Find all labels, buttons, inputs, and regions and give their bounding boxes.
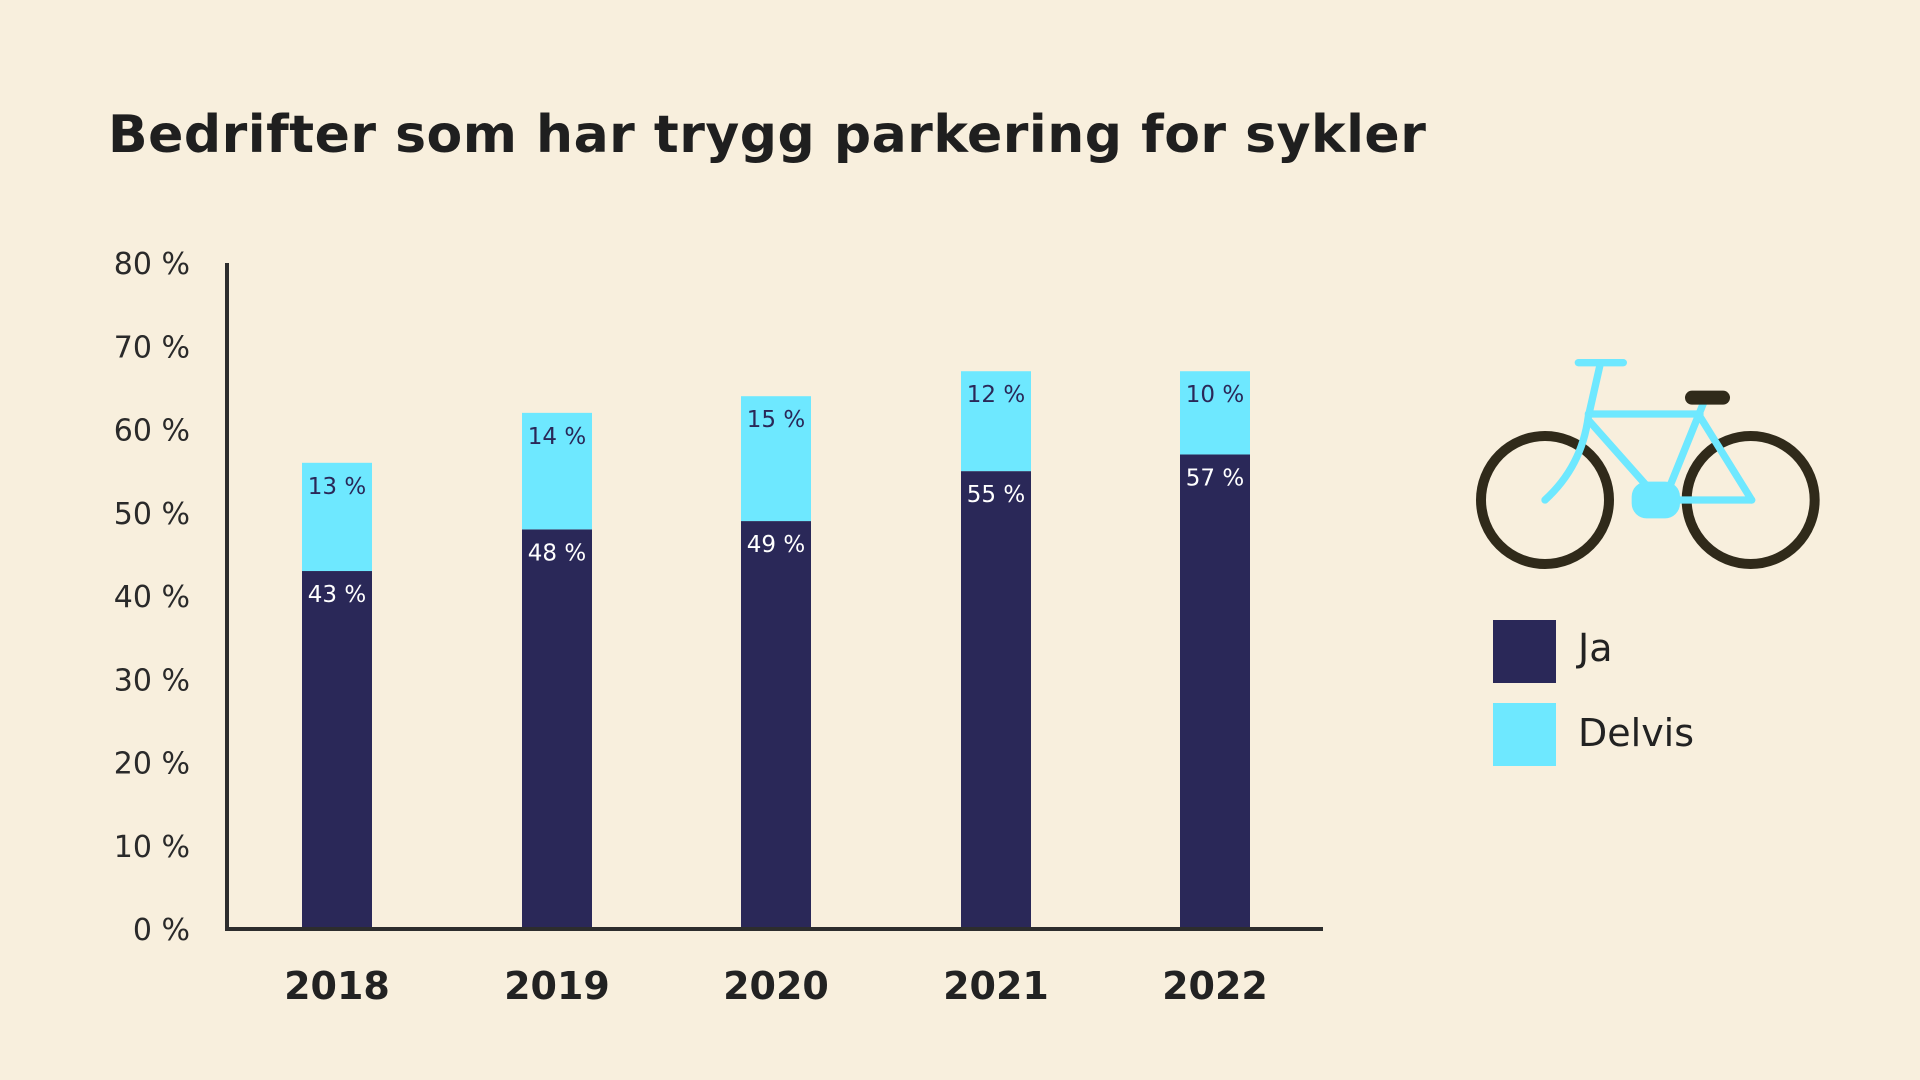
- x-tick-label: 2019: [504, 964, 610, 1008]
- bar-ja-2019: [522, 529, 592, 929]
- bar-delvis-2019: [522, 412, 592, 530]
- legend-label-ja: Ja: [1578, 626, 1613, 670]
- bar-delvis-2021: [961, 371, 1031, 472]
- bar-delvis-2020: [741, 396, 811, 522]
- data-label: 15 %: [747, 407, 805, 433]
- y-tick-label: 60 %: [114, 414, 190, 449]
- y-tick-label: 50 %: [114, 497, 190, 532]
- data-label: 10 %: [1186, 382, 1244, 408]
- x-tick-label: 2022: [1162, 964, 1268, 1008]
- x-tick-label: 2021: [943, 964, 1049, 1008]
- x-tick-label: 2020: [723, 964, 829, 1008]
- data-label: 48 %: [528, 540, 586, 566]
- y-tick-label: 40 %: [114, 580, 190, 615]
- bar-delvis-2018: [302, 462, 372, 572]
- y-tick-label: 80 %: [114, 247, 190, 282]
- data-label: 49 %: [747, 532, 805, 558]
- bar-ja-2018: [302, 571, 372, 929]
- data-label: 13 %: [308, 474, 366, 500]
- legend-label-delvis: Delvis: [1578, 711, 1695, 755]
- y-tick-label: 10 %: [114, 830, 190, 865]
- y-tick-label: 30 %: [114, 663, 190, 698]
- data-label: 57 %: [1186, 465, 1244, 491]
- bar-ja-2020: [741, 521, 811, 929]
- legend-swatch-ja: [1493, 620, 1556, 683]
- bar-delvis-2022: [1180, 371, 1250, 455]
- bar-ja-2021: [961, 471, 1031, 929]
- y-tick-label: 70 %: [114, 330, 190, 365]
- y-tick-label: 20 %: [114, 747, 190, 782]
- data-label: 43 %: [308, 582, 366, 608]
- chart-title: Bedrifter som har trygg parkering for sy…: [108, 105, 1427, 165]
- data-label: 12 %: [967, 382, 1025, 408]
- data-label: 55 %: [967, 482, 1025, 508]
- data-label: 14 %: [528, 424, 586, 450]
- x-tick-label: 2018: [284, 964, 390, 1008]
- y-tick-label: 0 %: [133, 913, 190, 948]
- bar-ja-2022: [1180, 454, 1250, 929]
- bicycle-icon: [1476, 359, 1820, 569]
- legend-swatch-delvis: [1493, 703, 1556, 766]
